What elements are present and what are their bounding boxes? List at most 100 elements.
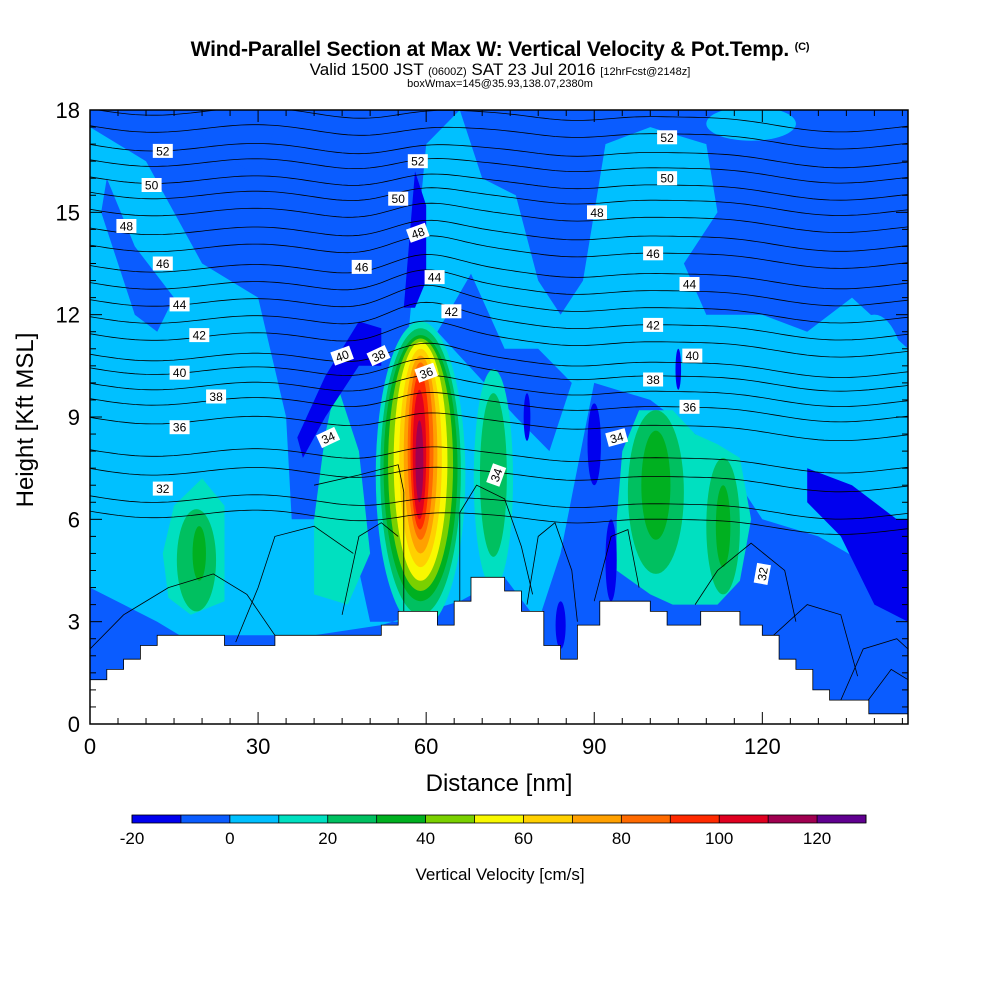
- contour-label-8: 36: [169, 420, 190, 435]
- subtitle-forecast: [12hrFcst@2148z]: [600, 66, 691, 78]
- velocity-field-24: [675, 348, 682, 390]
- colorbar-segment: [425, 815, 475, 823]
- chart-subtitle: Valid 1500 JST (0600Z) SAT 23 Jul 2016 […: [0, 61, 1000, 81]
- contour-label-4: 44: [169, 297, 190, 312]
- isentrope-37: [90, 392, 908, 423]
- y-tick-label: 6: [68, 507, 80, 532]
- x-tick-label: 120: [744, 734, 781, 759]
- contour-label-box: [441, 304, 462, 319]
- velocity-field-18: [297, 321, 382, 458]
- contour-label-text: 46: [156, 257, 170, 271]
- contour-label-box: [152, 481, 173, 496]
- terrain-profile: [90, 576, 908, 724]
- colorbar-label: 0: [225, 829, 234, 848]
- colorbar-segment: [229, 815, 280, 823]
- isentrope-45: [90, 254, 908, 290]
- contour-label-7: 38: [206, 389, 227, 404]
- contour-label-box: [407, 154, 428, 169]
- contour-label-box: [206, 389, 227, 404]
- y-tick-label: 12: [56, 303, 80, 328]
- contour-label-box: [330, 345, 354, 366]
- low-contour-3: [314, 464, 405, 612]
- colorbar-label: -20: [120, 829, 145, 848]
- colorbar-title: Vertical Velocity [cm/s]: [415, 865, 584, 884]
- contour-label-box: [388, 191, 409, 206]
- isentrope-35: [90, 446, 908, 474]
- contour-label-text: 44: [428, 271, 442, 285]
- contour-label-17: 38: [366, 345, 391, 367]
- velocity-field-2: [840, 314, 908, 486]
- velocity-field-22: [555, 601, 566, 649]
- velocity-field-5: [302, 212, 359, 274]
- low-contour-4: [459, 484, 533, 602]
- isentrope-43: [90, 284, 908, 324]
- contour-label-box: [643, 246, 664, 261]
- contour-label-text: 40: [334, 347, 352, 365]
- contour-label-box: [679, 399, 700, 414]
- contour-label-box: [605, 428, 629, 447]
- colorbar-segment: [817, 815, 867, 823]
- isentrope-42: [90, 301, 908, 341]
- subtitle-date: SAT 23 Jul 2016: [471, 60, 596, 79]
- velocity-field-20: [587, 403, 601, 486]
- contour-label-20: 34: [486, 463, 507, 487]
- y-tick-label: 3: [68, 610, 80, 635]
- contour-label-6: 40: [169, 365, 190, 380]
- colorbar-label: 60: [514, 829, 533, 848]
- contour-label-10: 52: [407, 154, 428, 169]
- contour-label-text: 42: [193, 329, 207, 343]
- contour-label-28: 38: [643, 372, 664, 387]
- contour-label-box: [643, 372, 664, 387]
- colorbar: -20 0 20 40 60 80 100 120: [120, 814, 867, 848]
- velocity-field-17: [715, 485, 731, 568]
- contour-label-text: 34: [488, 466, 506, 484]
- colorbar-segment: [523, 815, 573, 823]
- contour-label-19: 34: [316, 426, 341, 449]
- y-tick-label: 9: [68, 405, 80, 430]
- contour-label-text: 50: [145, 179, 159, 193]
- contour-label-text: 44: [683, 278, 697, 292]
- contour-label-text: 34: [319, 429, 337, 447]
- isentrope-38: [90, 375, 908, 407]
- isentrope-51: [90, 158, 908, 184]
- colorbar-segment: [719, 815, 769, 823]
- contour-label-text: 34: [609, 429, 626, 446]
- contour-label-12: 48: [406, 222, 430, 243]
- isentrope-46: [90, 235, 908, 269]
- contour-label-text: 44: [173, 298, 187, 312]
- contour-label-text: 36: [173, 421, 187, 435]
- velocity-field-23: [523, 393, 531, 441]
- contour-label-box: [141, 178, 162, 192]
- low-contour-1: [235, 525, 354, 643]
- contour-label-box: [152, 256, 173, 271]
- colorbar-segment: [132, 815, 182, 823]
- x-axis-title: Distance [nm]: [426, 770, 573, 797]
- chart-title-text: Wind-Parallel Section at Max W: Vertical…: [190, 38, 790, 61]
- contour-label-15: 42: [441, 304, 462, 319]
- contour-label-text: 50: [660, 172, 674, 186]
- velocity-field-1: [706, 110, 796, 141]
- contour-label-24: 46: [643, 246, 664, 261]
- contour-label-text: 50: [392, 192, 406, 206]
- low-contour-10: [862, 668, 908, 708]
- contour-label-18: 36: [414, 362, 438, 383]
- contour-label-box: [351, 259, 372, 274]
- isentrope-48: [90, 202, 908, 234]
- contour-label-1: 50: [141, 178, 162, 193]
- copyright-mark: (C): [794, 41, 810, 53]
- isentrope-40: [90, 342, 908, 378]
- velocity-field-25: [807, 468, 908, 622]
- isentrope-50: [90, 173, 908, 201]
- contour-label-5: 42: [189, 328, 210, 343]
- contour-label-9: 32: [152, 481, 173, 496]
- contour-label-box: [169, 297, 190, 312]
- isentrope-44: [90, 269, 908, 307]
- low-contour-5: [526, 522, 578, 622]
- contour-label-text: 46: [355, 260, 369, 274]
- contour-label-box: [406, 222, 430, 243]
- isentrope-32: [90, 509, 908, 535]
- contour-label-text: 46: [646, 247, 660, 261]
- chart-title: Wind-Parallel Section at Max W: Vertical…: [0, 38, 1000, 62]
